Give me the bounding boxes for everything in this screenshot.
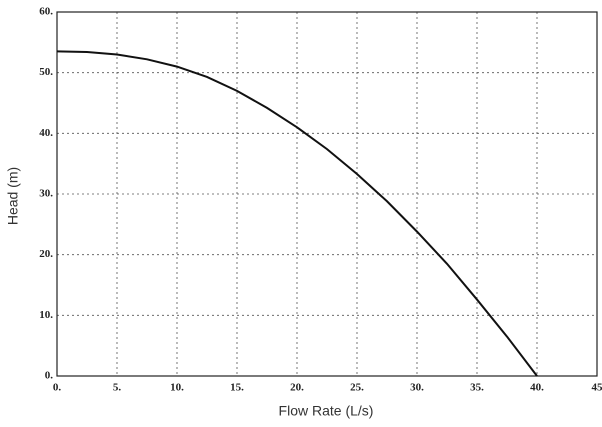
x-axis-title: Flow Rate (L/s) [279,403,374,419]
y-axis-title: Head (m) [5,167,21,225]
y-tick-label: 50. [39,66,53,78]
x-tick-label: 15. [230,382,244,394]
x-tick-label: 35. [470,382,484,394]
y-tick-label: 60. [39,6,53,18]
x-tick-label: 10. [170,382,184,394]
y-tick-label: 30. [39,188,53,200]
x-tick-label: 0. [53,382,62,394]
y-tick-label: 40. [39,127,53,139]
x-tick-label: 45 [592,382,602,394]
x-tick-label: 40. [530,382,544,394]
y-tick-label: 10. [39,309,53,321]
x-tick-label: 25. [350,382,364,394]
x-tick-label: 20. [290,382,304,394]
y-tick-label: 0. [45,370,54,382]
y-tick-label: 20. [39,248,53,260]
chart: Flow Rate (L/s) Head (m) 0. 10. 20. 30. 40. 5… [0,0,602,427]
x-tick-label: 5. [113,382,122,394]
x-tick-label: 30. [410,382,424,394]
